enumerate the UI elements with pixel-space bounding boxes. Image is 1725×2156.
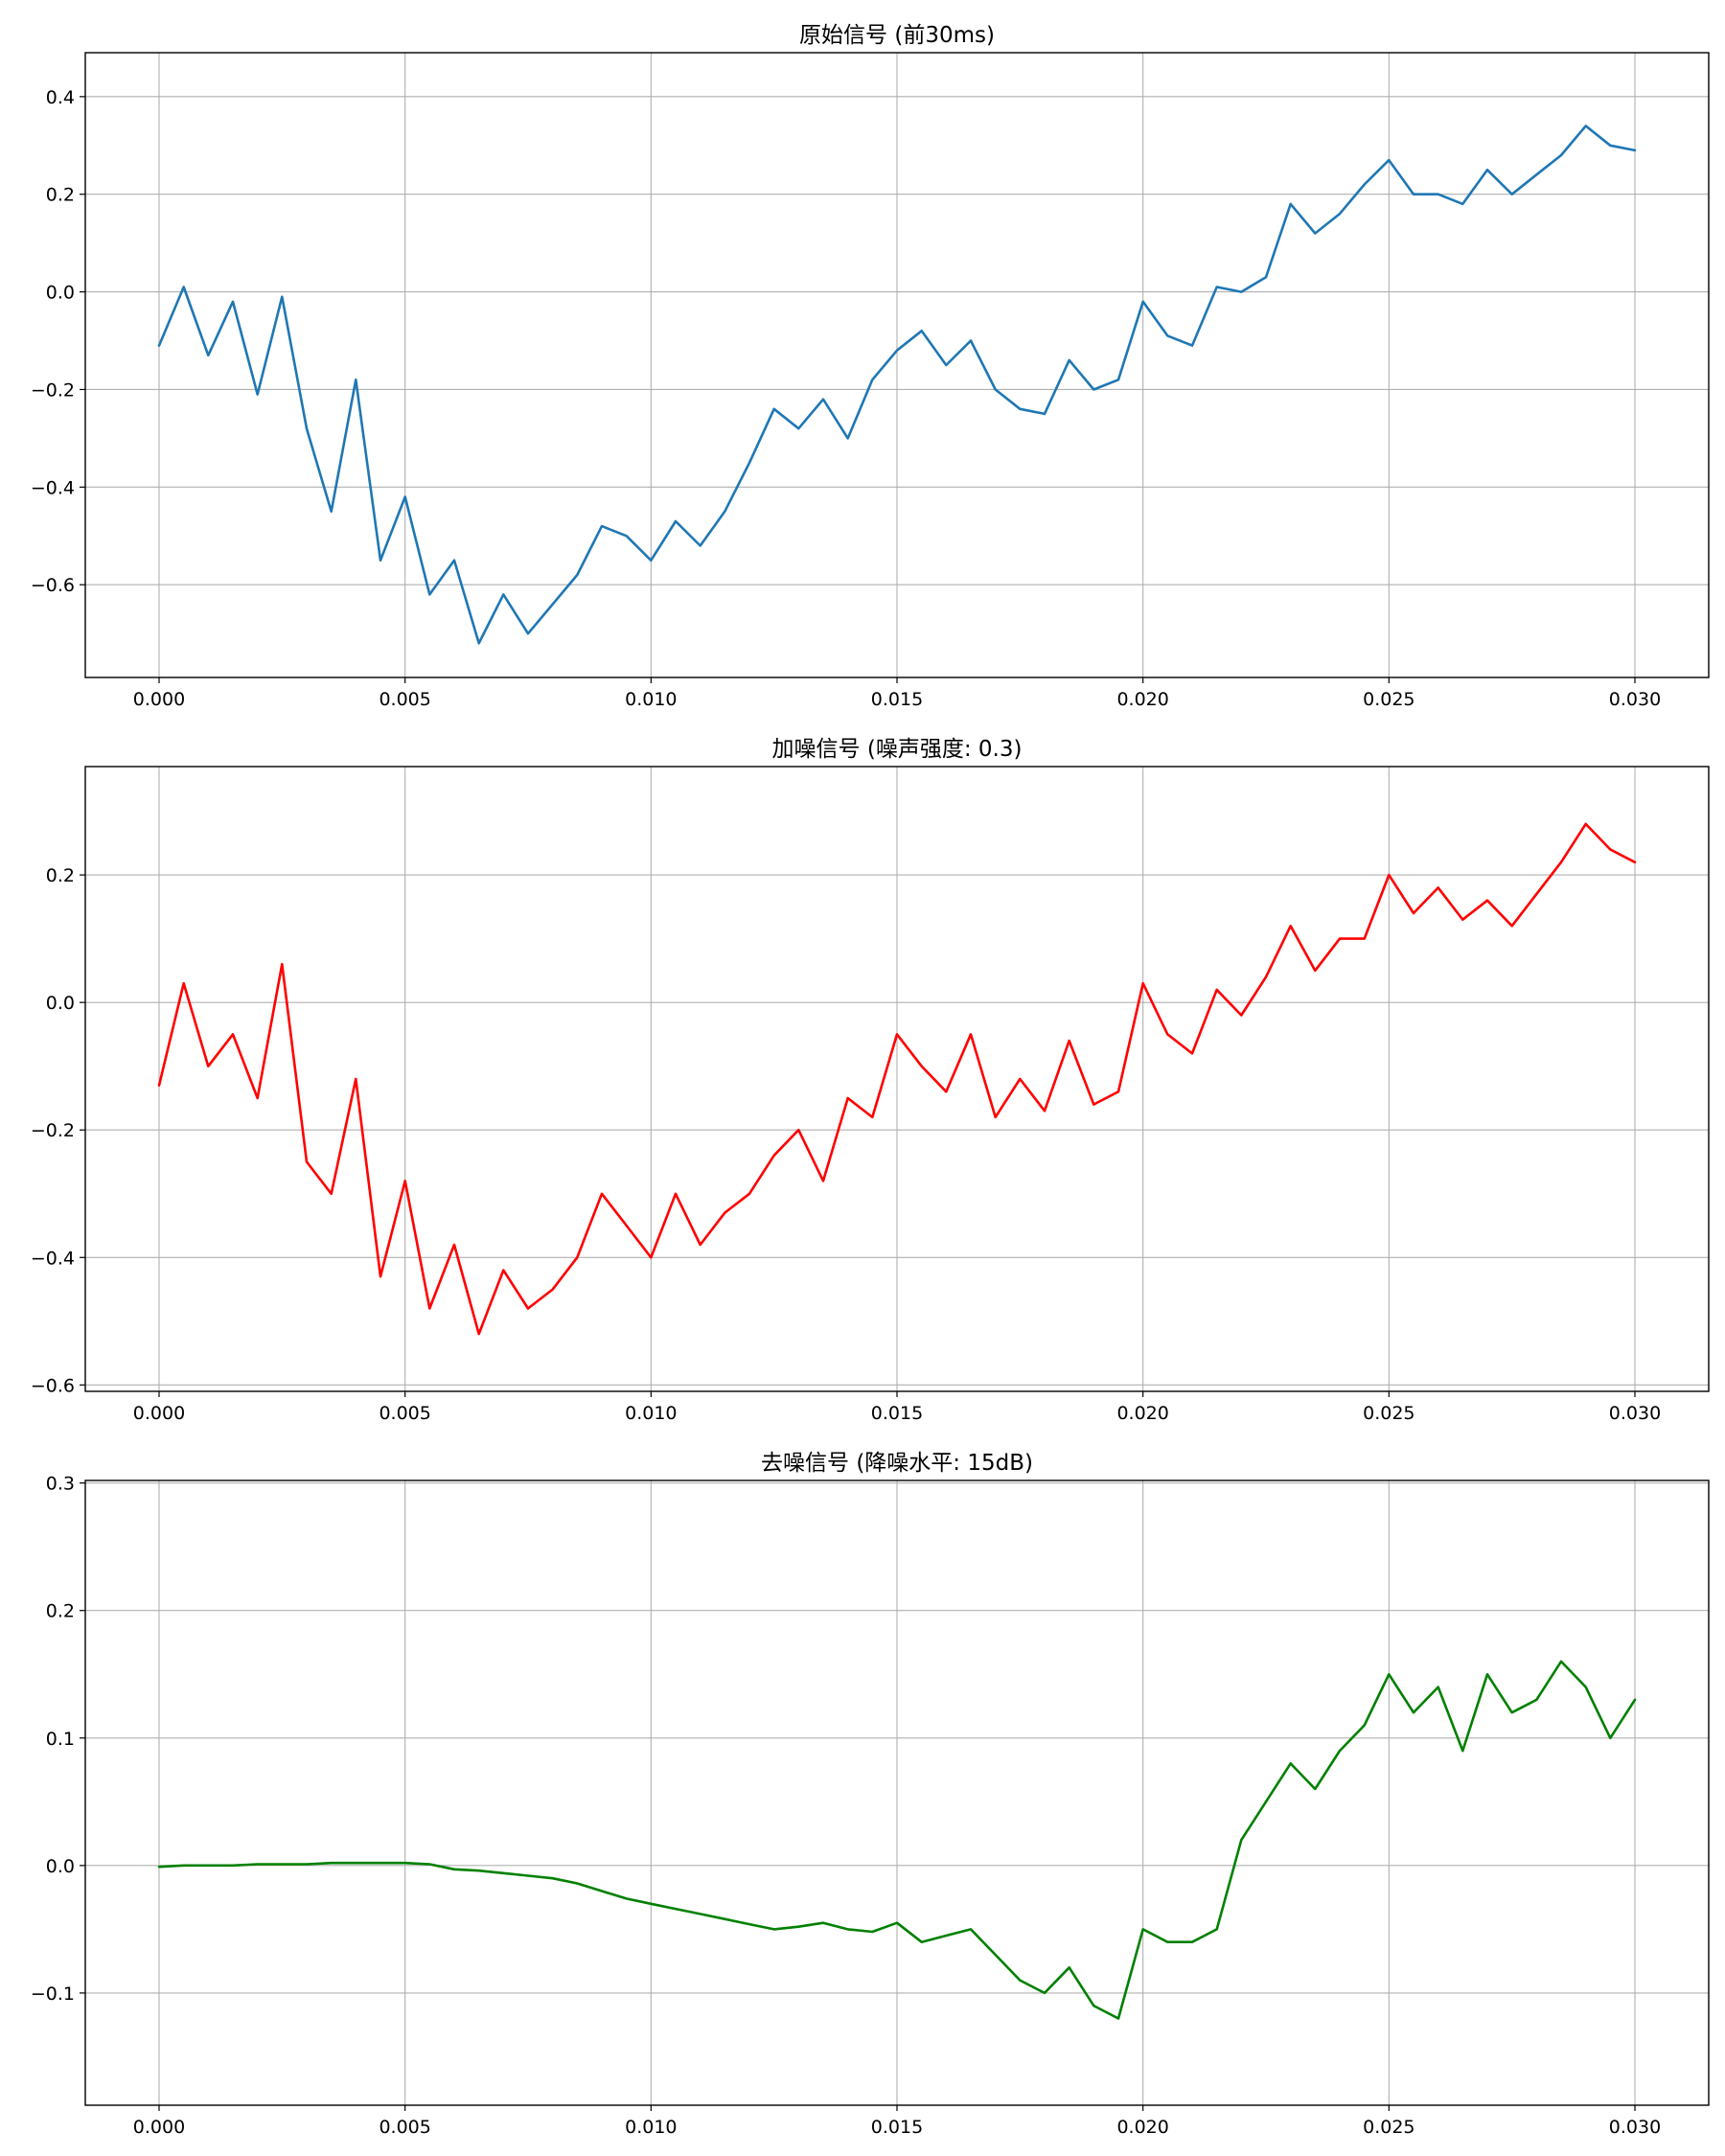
series-line [157,1660,1637,2020]
x-tick-label: 0.025 [1363,689,1414,710]
x-tick-label: 0.030 [1609,1403,1661,1424]
y-tick-label: 0.2 [46,865,75,886]
x-tick-label: 0.000 [133,1403,185,1424]
y-tick-label: 0.0 [46,1856,75,1877]
plot-area: 0.000 0.005 0.010 0.015 0.020 0.025 0.030 −0.6 −… [31,52,1710,710]
x-tick-label: 0.030 [1609,2117,1661,2138]
x-tick-label: 0.015 [871,2117,923,2138]
y-tick-label: 0.1 [46,1729,75,1750]
plot-area: 0.000 0.005 0.010 0.015 0.020 0.025 0.030 −0.1 0… [31,1474,1710,2138]
y-tick-label: −0.2 [31,379,75,401]
y-tick-label: −0.4 [31,1248,75,1269]
x-tick-label: 0.020 [1116,689,1168,710]
x-tick-label: 0.010 [625,1403,677,1424]
y-tick-label: 0.2 [46,185,75,206]
x-tick-label: 0.025 [1363,1403,1414,1424]
x-tick-label: 0.010 [625,2117,677,2138]
x-tick-label: 0.005 [379,2117,430,2138]
x-tick-label: 0.000 [133,2117,185,2138]
y-tick-label: 0.2 [46,1601,75,1622]
x-tick-label: 0.010 [625,689,677,710]
y-tick-label: 0.4 [46,87,75,108]
series-line [157,822,1637,1336]
chart-title: 原始信号 (前30ms) [799,23,995,48]
chart-title: 加噪信号 (噪声强度: 0.3) [772,737,1023,762]
y-tick-label: −0.2 [31,1120,75,1141]
subplot-original: 原始信号 (前30ms) 0.000 0.005 0.010 0.015 0.020 0.… [31,23,1710,710]
x-tick-label: 0.020 [1116,1403,1168,1424]
x-tick-label: 0.005 [379,689,430,710]
subplot-denoised: 去噪信号 (降噪水平: 15dB) 0.000 0.005 0.010 0.015 0.… [31,1451,1710,2138]
y-tick-label: 0.0 [46,283,75,304]
y-tick-label: −0.1 [31,1984,75,2005]
x-tick-label: 0.015 [871,689,923,710]
x-tick-label: 0.000 [133,689,185,710]
x-tick-label: 0.015 [871,1403,923,1424]
y-tick-label: −0.4 [31,477,75,498]
y-tick-label: 0.0 [46,993,75,1014]
x-tick-label: 0.020 [1116,2117,1168,2138]
x-tick-label: 0.005 [379,1403,430,1424]
plot-area: 0.000 0.005 0.010 0.015 0.020 0.025 0.030 −0.6 −… [31,766,1710,1424]
subplot-noisy: 加噪信号 (噪声强度: 0.3) 0.000 0.005 0.010 0.015 0.0… [31,737,1710,1424]
chart-title: 去噪信号 (降噪水平: 15dB) [761,1451,1033,1476]
y-tick-label: 0.3 [46,1474,75,1495]
x-tick-label: 0.030 [1609,689,1661,710]
series-line [157,125,1637,645]
y-tick-label: −0.6 [31,1375,75,1396]
x-tick-label: 0.025 [1363,2117,1414,2138]
y-tick-label: −0.6 [31,575,75,596]
